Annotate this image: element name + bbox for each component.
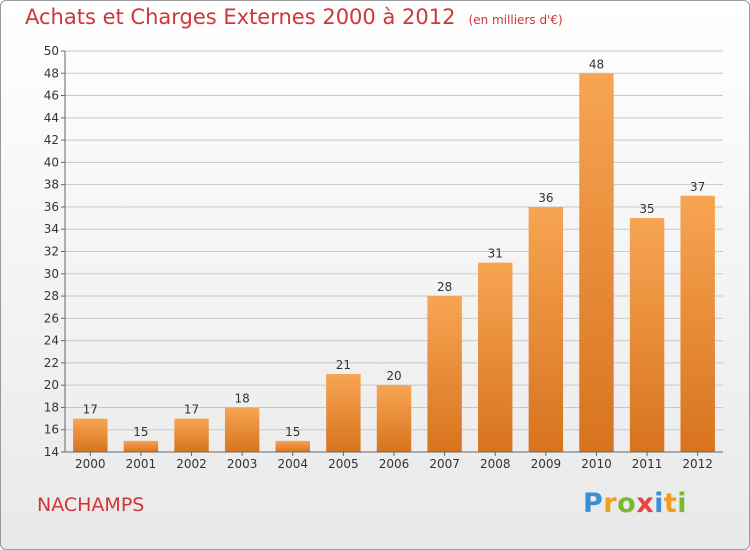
y-tick-label: 30 <box>44 267 59 281</box>
y-tick-label: 20 <box>44 378 59 392</box>
bar-value-label: 18 <box>235 391 250 405</box>
y-tick-label: 18 <box>44 400 59 414</box>
x-tick-label: 2012 <box>682 457 713 471</box>
chart-title: Achats et Charges Externes 2000 à 2012 <box>25 5 456 29</box>
y-tick-label: 50 <box>44 44 59 58</box>
bar <box>275 440 310 452</box>
bar-value-label: 31 <box>488 247 503 261</box>
x-tick-label: 2001 <box>126 457 157 471</box>
y-tick-label: 48 <box>44 66 59 80</box>
logo-letter: i <box>677 488 688 519</box>
bar <box>478 262 513 452</box>
bar <box>579 73 614 453</box>
y-tick-label: 28 <box>44 289 59 303</box>
y-tick-label: 34 <box>44 222 59 236</box>
x-tick-label: 2006 <box>379 457 410 471</box>
logo-letter: i <box>654 488 664 519</box>
bar <box>174 418 209 452</box>
y-tick-label: 38 <box>44 178 59 192</box>
bar <box>224 407 260 452</box>
bar-value-label: 35 <box>639 202 654 216</box>
y-tick-label: 46 <box>44 89 59 103</box>
logo-letter: t <box>663 488 678 519</box>
x-tick-label: 2007 <box>429 457 460 471</box>
x-tick-label: 2008 <box>480 457 511 471</box>
chart-subtitle: (en milliers d'€) <box>468 13 563 27</box>
y-tick-label: 24 <box>44 334 59 348</box>
y-tick-label: 40 <box>44 155 59 169</box>
bar <box>73 418 108 452</box>
bar <box>680 195 715 453</box>
y-tick-label: 22 <box>44 356 59 370</box>
logo-letter: r <box>603 488 618 519</box>
bar-value-label: 21 <box>336 358 351 372</box>
bar-value-label: 20 <box>386 369 401 383</box>
x-tick-label: 2004 <box>277 457 308 471</box>
bar-value-label: 36 <box>538 191 553 205</box>
y-tick-label: 14 <box>44 445 59 459</box>
logo-letter: P <box>583 488 604 519</box>
logo-letter: x <box>636 488 655 519</box>
y-tick-label: 36 <box>44 200 59 214</box>
bar-value-label: 15 <box>285 425 300 439</box>
x-tick-label: 2010 <box>581 457 612 471</box>
x-tick-label: 2009 <box>531 457 562 471</box>
x-tick-label: 2005 <box>328 457 359 471</box>
bar <box>123 440 159 452</box>
bar-value-label: 37 <box>690 180 705 194</box>
bar-value-label: 17 <box>184 403 199 417</box>
y-tick-label: 16 <box>44 423 59 437</box>
bar-value-label: 48 <box>589 57 604 71</box>
logo-letter: o <box>617 488 637 519</box>
y-tick-label: 32 <box>44 245 59 259</box>
proxiti-logo: Proxiti <box>583 488 687 519</box>
y-tick-label: 26 <box>44 311 59 325</box>
commune-name: NACHAMPS <box>37 494 145 516</box>
x-tick-label: 2002 <box>176 457 207 471</box>
bar-value-label: 28 <box>437 280 452 294</box>
bar-value-label: 15 <box>133 425 148 439</box>
bar <box>528 206 564 452</box>
y-tick-label: 42 <box>44 133 59 147</box>
bar <box>376 385 412 452</box>
x-tick-label: 2003 <box>227 457 258 471</box>
bar <box>629 218 665 452</box>
x-tick-label: 2000 <box>75 457 106 471</box>
bar <box>427 296 462 452</box>
y-tick-label: 44 <box>44 111 59 125</box>
chart-title-row: Achats et Charges Externes 2000 à 2012 (… <box>25 5 563 29</box>
bar-value-label: 17 <box>83 403 98 417</box>
x-tick-label: 2011 <box>632 457 663 471</box>
bar <box>326 374 361 452</box>
